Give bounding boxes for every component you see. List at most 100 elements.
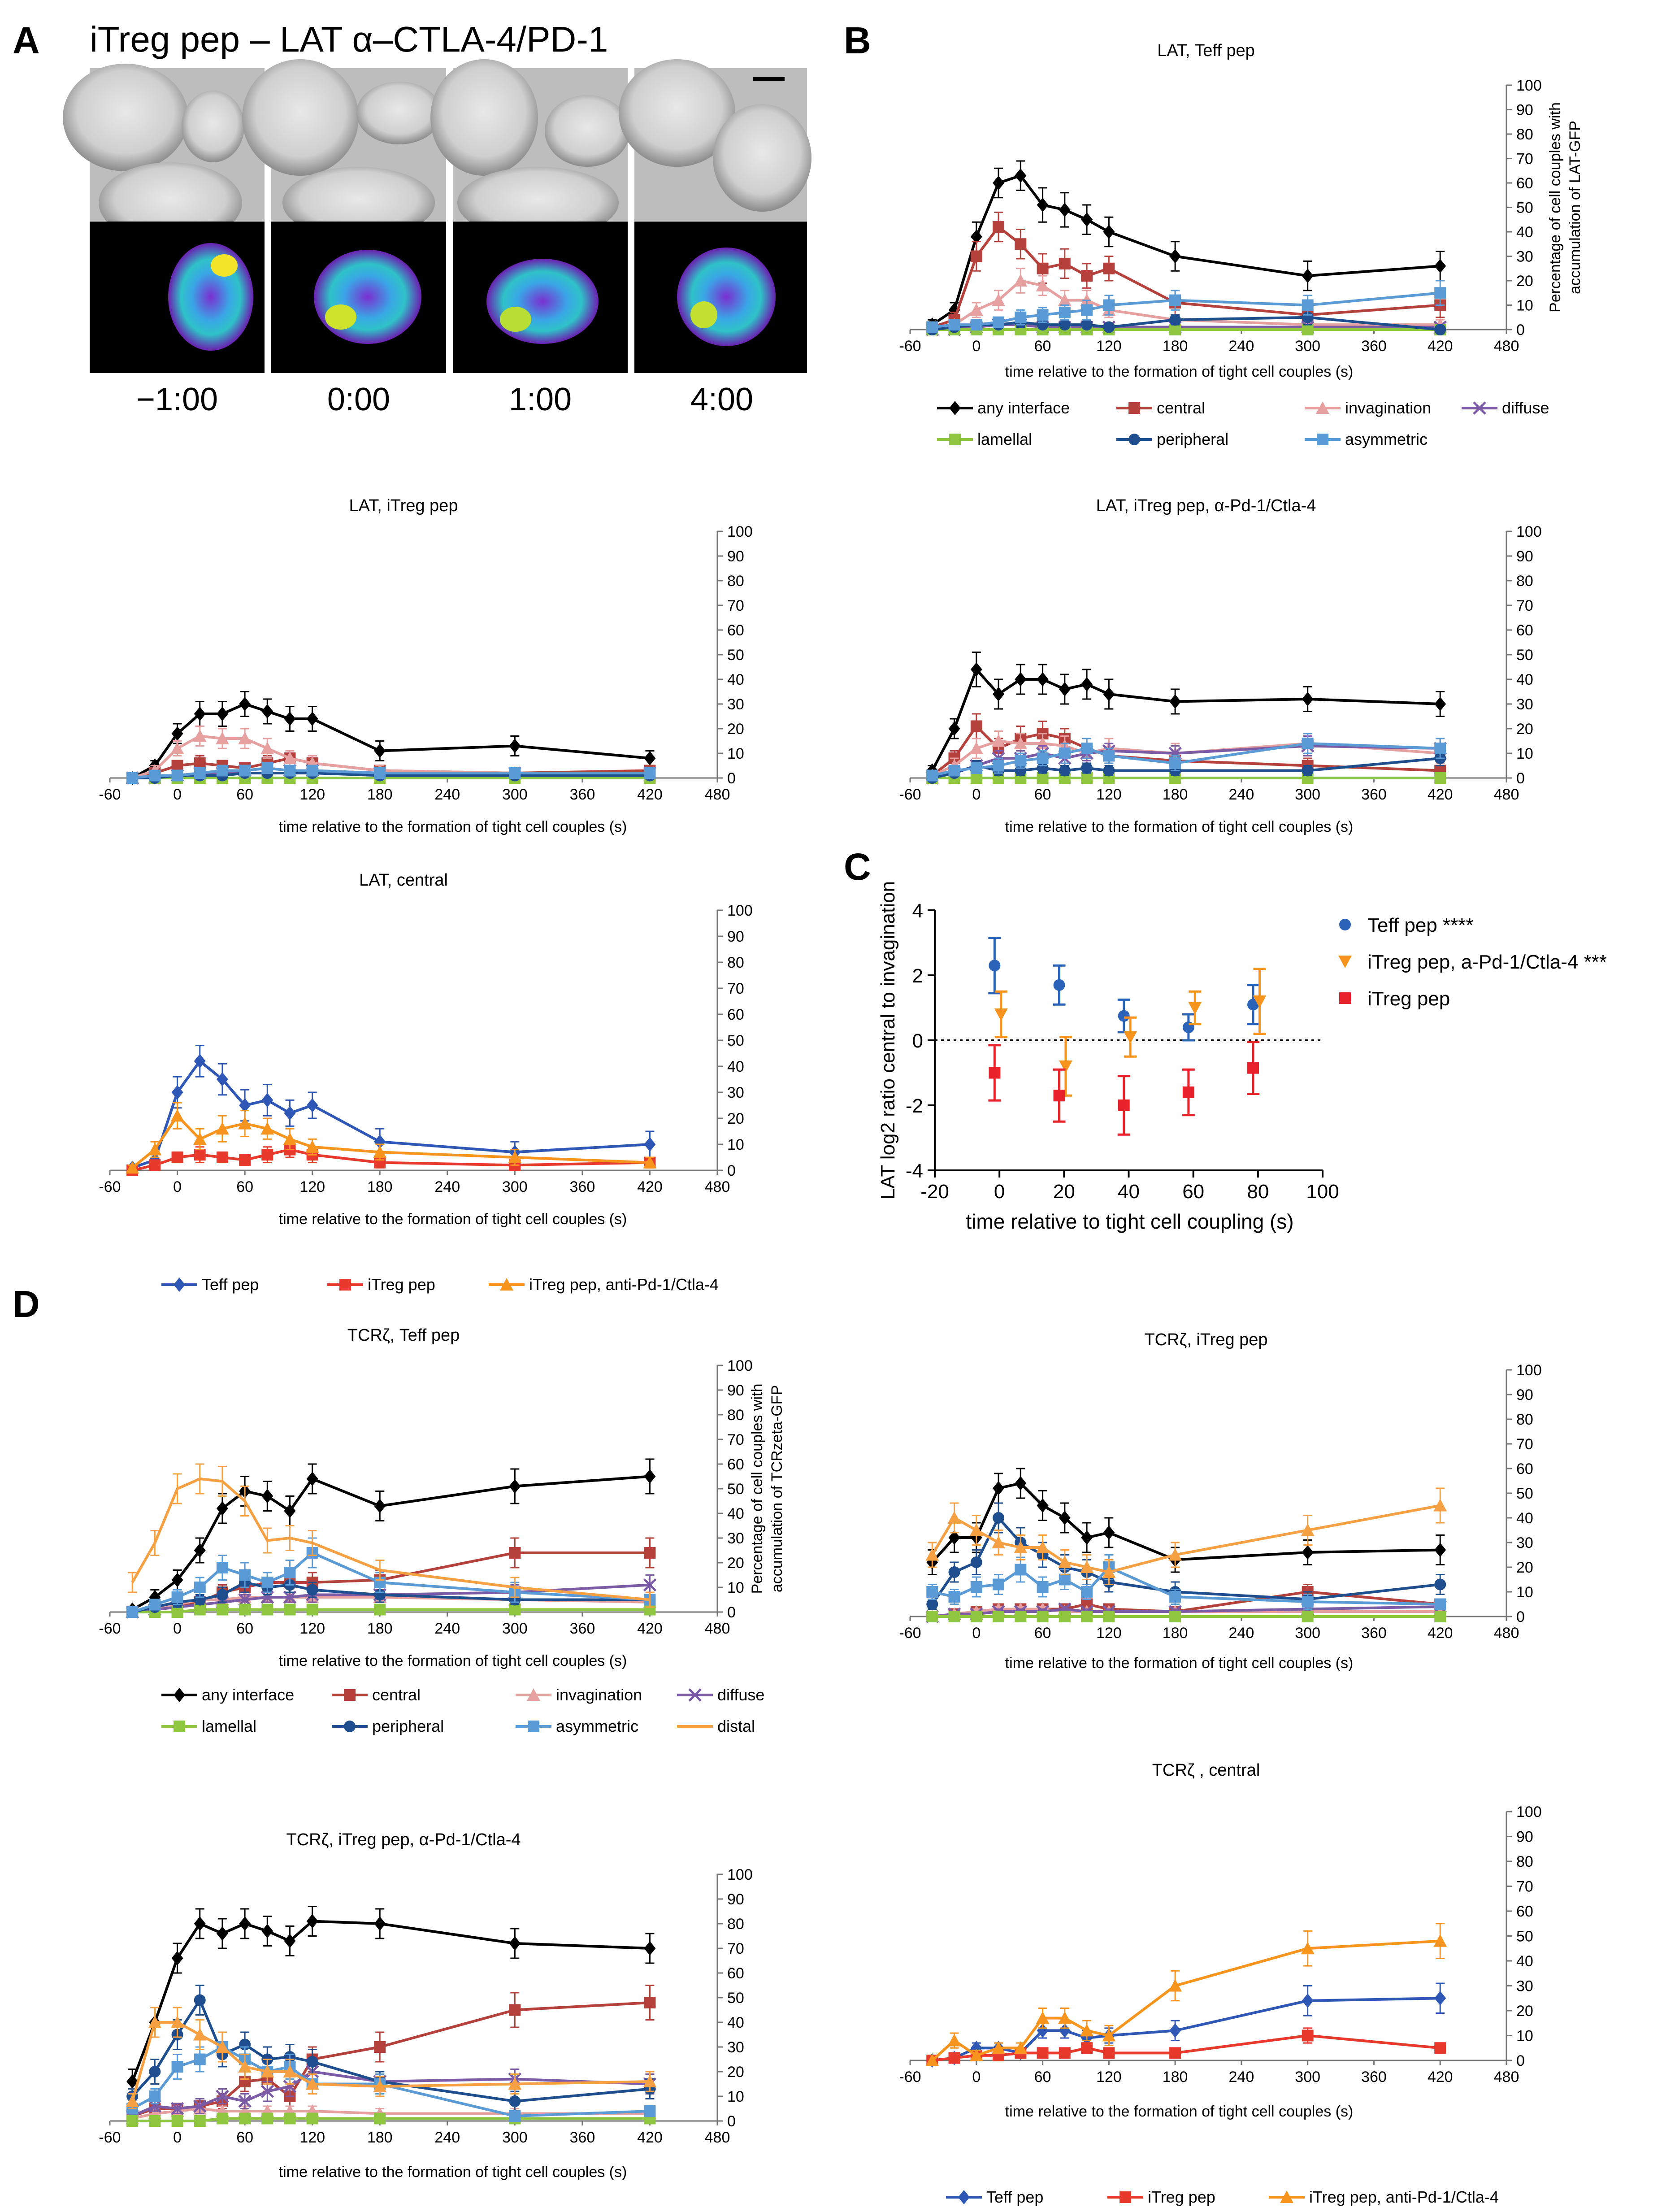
data-point	[284, 1504, 296, 1518]
data-point	[1188, 1002, 1202, 1015]
data-point	[1059, 202, 1071, 217]
x-tick-label: 120	[299, 2129, 325, 2146]
data-point	[193, 2028, 207, 2041]
series-peripheral	[926, 309, 1446, 335]
data-point	[1124, 1031, 1137, 1044]
y-tick-label: 80	[1516, 573, 1533, 590]
y-axis-label: LAT log2 ratio central to invagination	[877, 881, 899, 1199]
x-axis-label: time relative to the formation of tight …	[1005, 818, 1354, 835]
data-point	[1302, 1611, 1314, 1622]
data-point	[992, 2041, 1006, 2054]
data-point	[216, 1501, 228, 1516]
data-point	[171, 1951, 183, 1965]
data-point	[1169, 2047, 1181, 2059]
x-tick-label: 420	[1428, 338, 1453, 355]
legend-marker	[1473, 401, 1486, 415]
data-point	[149, 2066, 161, 2077]
y-tick-label: 10	[1516, 2028, 1533, 2045]
data-point	[126, 772, 139, 784]
x-tick-label: 0	[173, 786, 182, 803]
data-point	[1015, 1476, 1027, 1491]
data-point	[126, 1161, 139, 1174]
data-point	[1059, 319, 1071, 331]
data-point	[993, 1512, 1005, 1524]
y-tick-label: 100	[1516, 523, 1542, 540]
x-tick-label: 0	[173, 1178, 182, 1195]
data-point	[1169, 324, 1181, 335]
data-point	[1081, 2042, 1093, 2054]
x-tick-label: 60	[1034, 786, 1051, 803]
x-tick-label: 360	[570, 2129, 595, 2146]
data-point	[1037, 672, 1049, 687]
legend-marker	[1128, 434, 1140, 445]
y-tick-label: 40	[727, 1058, 744, 1075]
y-tick-label: 20	[727, 1110, 744, 1127]
data-point	[283, 752, 297, 764]
y-tick-label: 90	[1516, 548, 1533, 565]
data-point	[969, 2048, 983, 2061]
x-tick-label: 240	[1229, 2069, 1254, 2086]
legend-label: iTreg pep	[1367, 988, 1450, 1010]
data-point	[374, 767, 386, 779]
data-point	[1014, 274, 1028, 287]
x-tick-label: 0	[972, 1625, 981, 1642]
data-point	[261, 1093, 273, 1108]
x-tick-label: 240	[1229, 338, 1254, 355]
data-point	[926, 1586, 938, 1598]
y-tick-label: 30	[1516, 1978, 1533, 1995]
x-tick-label: 240	[1229, 786, 1254, 803]
x-tick-label: 0	[972, 786, 981, 803]
data-point	[126, 2115, 139, 2127]
data-point	[948, 319, 960, 331]
data-point	[1253, 995, 1267, 1008]
data-point	[1037, 1581, 1049, 1593]
y-tick-label: 80	[727, 954, 744, 971]
y-tick-label: 90	[727, 928, 744, 945]
legend-label: any interface	[202, 1686, 294, 1704]
data-point	[970, 762, 982, 774]
series-asymmetric	[926, 733, 1446, 782]
x-tick-label: 100	[1306, 1181, 1339, 1203]
legend-label: central	[1157, 399, 1205, 417]
data-point	[374, 1916, 386, 1931]
x-tick-label: 360	[570, 1178, 595, 1195]
micrograph-time-3: 1:00	[508, 382, 572, 417]
data-point	[508, 1151, 522, 1163]
data-point	[148, 2099, 162, 2113]
x-tick-label: 300	[1295, 338, 1320, 355]
data-point	[1302, 765, 1314, 777]
data-point	[1036, 1541, 1050, 1553]
x-tick-label: -60	[99, 786, 121, 803]
series-asymmetric	[926, 1554, 1446, 1610]
data-point	[1169, 249, 1181, 264]
data-point	[643, 1578, 657, 1592]
data-point	[126, 1606, 139, 1618]
chart-LAT_iTreg_anti: LAT, iTreg pep, α-Pd-1/Ctla-4 -60 0 60 120 18…	[899, 496, 1541, 835]
data-point	[1037, 772, 1049, 784]
data-point	[306, 765, 318, 777]
data-point	[1169, 757, 1181, 769]
data-point	[1302, 2029, 1314, 2042]
series-itreg-pep-anti-pd-1-ctla-4	[925, 1923, 1447, 2066]
x-tick-label: 420	[637, 1178, 663, 1195]
y-tick-label: 50	[727, 1990, 744, 2007]
data-point	[948, 2052, 960, 2064]
y-tick-label: 10	[727, 745, 744, 762]
series-line	[132, 2001, 650, 2117]
data-point	[148, 2016, 162, 2028]
data-point	[171, 2061, 183, 2073]
data-point	[1169, 694, 1181, 709]
data-point	[1014, 2041, 1028, 2054]
y-tick-label: 20	[727, 721, 744, 738]
legend-marker	[1317, 434, 1328, 445]
y-tick-label: 20	[1516, 721, 1533, 738]
y-tick-label: 100	[727, 523, 753, 540]
x-tick-label: 420	[637, 786, 663, 803]
data-point	[149, 1159, 161, 1171]
data-point	[374, 2041, 386, 2053]
x-tick-label: 60	[1034, 2069, 1051, 2086]
data-point	[170, 1109, 184, 1122]
legend-marker	[1338, 956, 1352, 968]
data-point	[171, 1085, 183, 1099]
